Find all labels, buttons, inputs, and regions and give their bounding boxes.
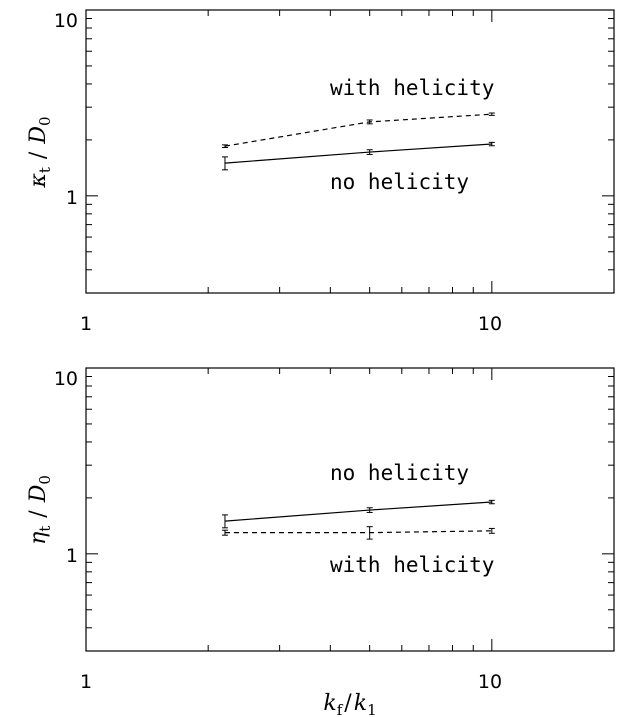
top-series-line-with-helicity	[224, 113, 492, 147]
bottom-ytick-label-1: 1	[66, 545, 78, 567]
bottom-x-axis-label: kf/k1	[323, 691, 376, 717]
top-series	[221, 112, 495, 171]
bottom-errorbar-with-helicity-1	[366, 526, 373, 540]
bottom-errorbar-with-helicity-0	[221, 529, 228, 536]
top-series-line-no-helicity	[224, 143, 492, 164]
top-errorbar-with-helicity-1	[366, 119, 373, 125]
top-errorbar-no-helicity-0	[221, 156, 228, 171]
bottom-xtick-label-10: 10	[478, 671, 502, 693]
bottom-errorbar-no-helicity-2	[488, 499, 495, 505]
bottom-series-line-no-helicity	[224, 501, 492, 522]
top-xtick-label-10: 10	[478, 313, 502, 335]
top-panel: 1 10 1 10 with helicity no helicity κt/D…	[26, 9, 615, 335]
top-errorbar-with-helicity-0	[221, 144, 228, 149]
bottom-axis-ticks	[85, 367, 615, 652]
bottom-series	[221, 499, 495, 540]
bottom-errorbar-no-helicity-1	[366, 507, 373, 513]
top-plot-frame	[85, 9, 615, 294]
top-annotation-no-helicity: no helicity	[330, 170, 469, 194]
bottom-errorbar-no-helicity-0	[221, 514, 228, 529]
top-annotation-with-helicity: with helicity	[330, 76, 494, 100]
top-errorbar-no-helicity-2	[488, 141, 495, 147]
top-y-axis-label: κt/D0	[26, 116, 54, 188]
bottom-annotation-with-helicity: with helicity	[330, 553, 494, 577]
bottom-annotation-no-helicity: no helicity	[330, 461, 469, 485]
bottom-y-axis-label: ηt/D0	[26, 475, 54, 545]
bottom-xtick-label-1: 1	[80, 671, 92, 693]
bottom-plot-frame	[85, 367, 615, 652]
top-ytick-label-10: 10	[54, 10, 78, 32]
top-errorbar-with-helicity-2	[488, 112, 495, 116]
bottom-errorbar-with-helicity-2	[488, 527, 495, 534]
top-axis-ticks	[85, 9, 615, 294]
bottom-ytick-label-10: 10	[54, 368, 78, 390]
top-errorbar-no-helicity-1	[366, 149, 373, 155]
top-ytick-label-1: 1	[66, 187, 78, 209]
bottom-series-line-with-helicity	[224, 530, 492, 534]
top-xtick-label-1: 1	[80, 313, 92, 335]
bottom-panel: 1 10 1 10 no helicity with helicity ηt/D…	[26, 367, 615, 717]
